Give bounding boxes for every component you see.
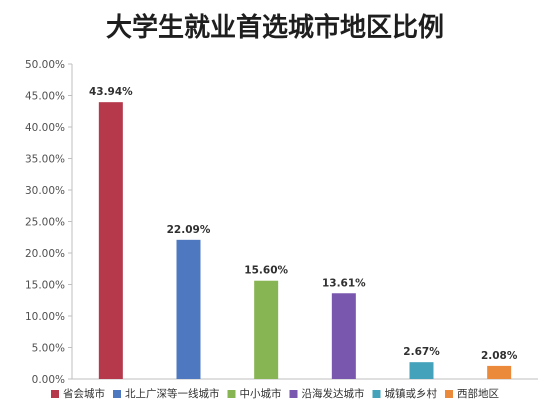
bar [98, 102, 123, 379]
legend-swatch [227, 390, 236, 398]
bars [98, 102, 512, 379]
y-tick-label: 30.00% [25, 185, 65, 197]
legend-label: 省会城市 [63, 387, 105, 400]
legend-label: 西部地区 [457, 387, 499, 400]
axes: 0.00% 5.00% 10.00% 15.00% 20.00% 25.00% 30.00%… [25, 59, 538, 386]
legend-item: 城镇或乡村 [372, 387, 438, 400]
legend-item: 西部地区 [445, 387, 499, 400]
data-label: 43.94% [89, 86, 133, 98]
y-tick-label: 50.00% [25, 59, 65, 71]
legend-label: 城镇或乡村 [385, 387, 438, 400]
legend-swatch [445, 390, 453, 398]
data-label: 15.60% [244, 265, 288, 277]
data-label: 13.61% [322, 277, 366, 289]
data-label: 22.09% [167, 224, 211, 236]
bar [331, 293, 356, 379]
legend-item: 北上广深等一线城市 [113, 387, 220, 400]
chart-title: 大学生就业首选城市地区比例 [106, 12, 444, 43]
y-tick-label: 0.00% [32, 374, 65, 386]
legend-item: 省会城市 [51, 387, 105, 400]
data-label: 2.67% [403, 346, 440, 358]
bar [254, 280, 279, 379]
bar [487, 365, 512, 379]
y-tick-label: 25.00% [25, 217, 65, 229]
legend-label: 北上广深等一线城市 [125, 387, 220, 400]
y-tick-label: 40.00% [25, 122, 65, 134]
legend-label: 沿海发达城市 [302, 387, 365, 400]
bar [409, 362, 434, 379]
y-tick-label: 35.00% [25, 154, 65, 166]
legend-item: 中小城市 [227, 387, 282, 400]
data-labels: 43.94% 22.09% 15.60% 13.61% 2.67% 2.08% [89, 86, 518, 362]
legend-swatch [113, 390, 121, 398]
data-label: 2.08% [481, 350, 518, 362]
y-tick-label: 15.00% [25, 280, 65, 292]
y-tick-label: 5.00% [32, 343, 65, 355]
bar [176, 239, 201, 379]
legend-label: 中小城市 [240, 387, 282, 400]
legend-item: 沿海发达城市 [289, 387, 365, 400]
y-tick-label: 45.00% [25, 91, 65, 103]
legend-swatch [372, 390, 381, 398]
legend-swatch [51, 390, 59, 398]
legend: 省会城市 北上广深等一线城市 中小城市 沿海发达城市 城镇或乡村 西部地区 [51, 387, 499, 400]
legend-swatch [289, 390, 298, 398]
y-tick-label: 10.00% [25, 311, 65, 323]
y-tick-label: 20.00% [25, 248, 65, 260]
